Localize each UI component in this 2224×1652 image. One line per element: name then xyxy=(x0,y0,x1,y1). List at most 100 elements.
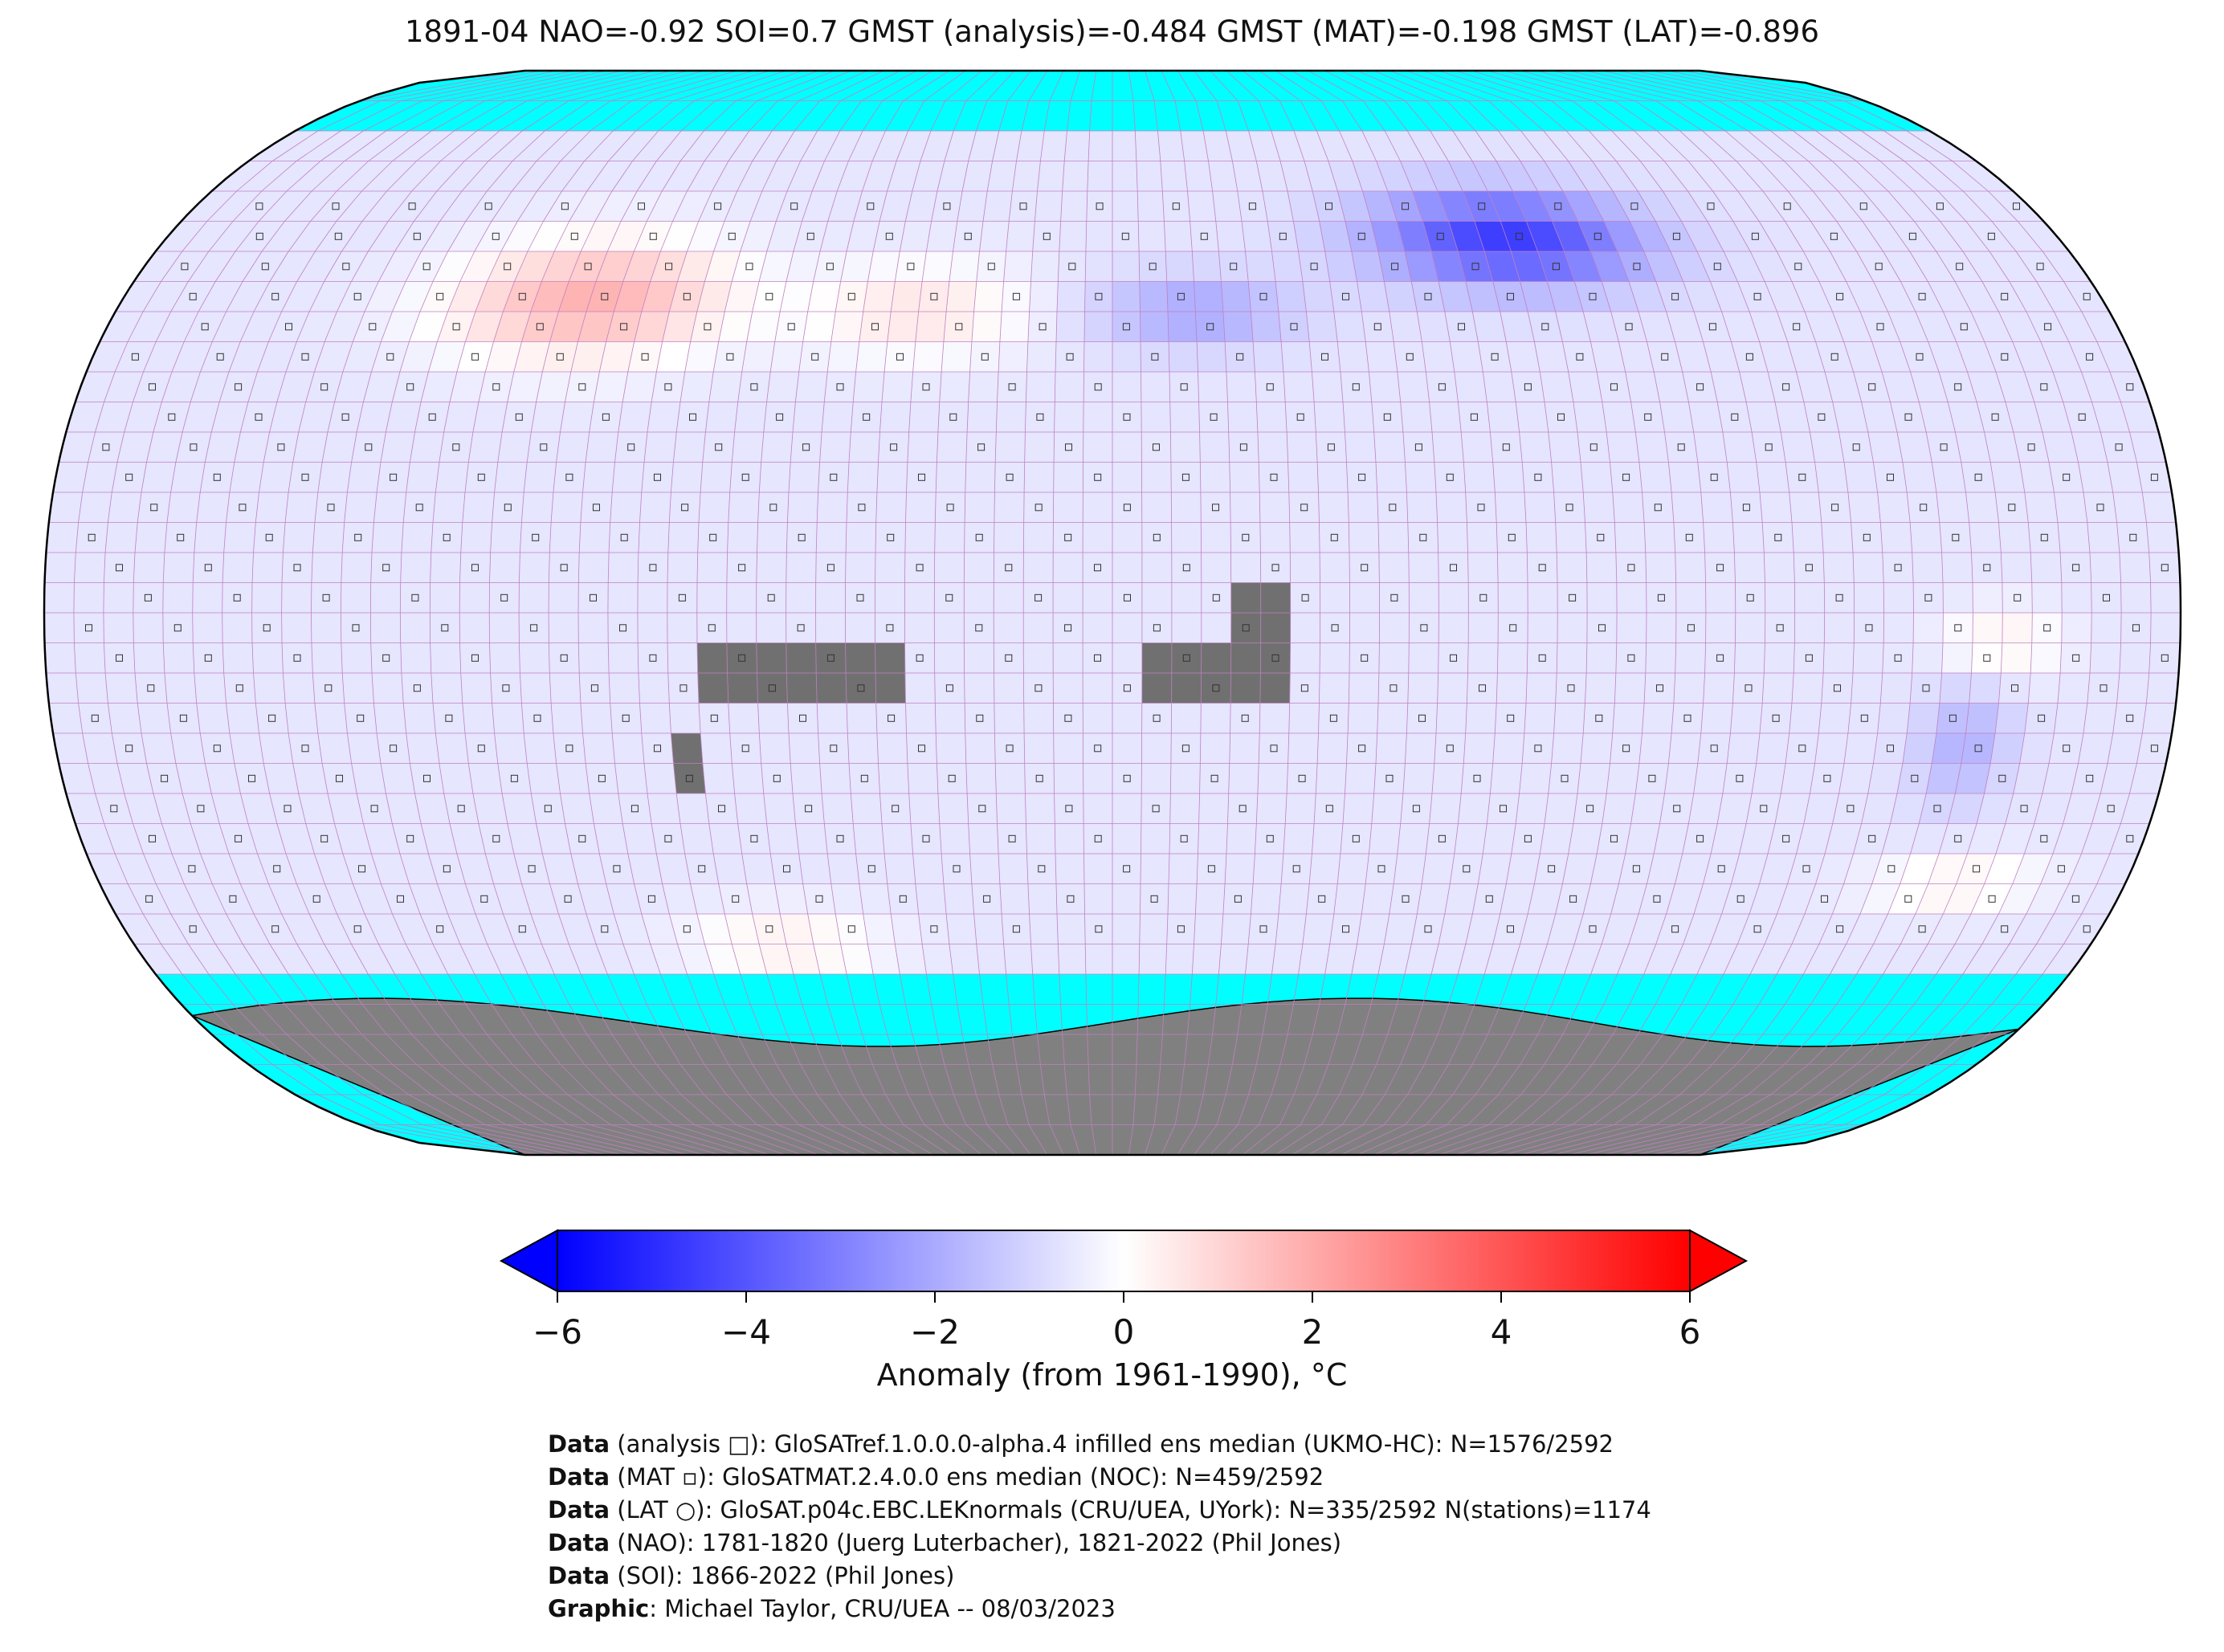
anomaly-cell xyxy=(44,613,75,643)
anomaly-cell xyxy=(537,131,590,161)
analysis-square-marker xyxy=(773,774,781,782)
analysis-square-marker xyxy=(1182,654,1190,662)
anomaly-cell xyxy=(1259,522,1291,553)
anomaly-cell xyxy=(257,854,297,884)
anomaly-cell xyxy=(2024,823,2063,854)
anomaly-cell xyxy=(502,402,537,432)
anomaly-cell xyxy=(1135,131,1161,161)
anomaly-cell xyxy=(105,673,138,704)
anomaly-cell xyxy=(253,673,286,704)
anomaly-cell xyxy=(337,161,393,191)
anomaly-cell xyxy=(1705,582,1736,613)
anomaly-cell xyxy=(1553,492,1585,523)
anomaly-cell xyxy=(786,251,820,282)
analysis-square-marker xyxy=(983,895,991,903)
anomaly-cell xyxy=(578,553,610,583)
anomaly-cell xyxy=(1722,432,1757,463)
anomaly-cell xyxy=(795,372,828,402)
anomaly-cell xyxy=(1053,582,1083,613)
anomaly-cell xyxy=(672,191,712,222)
anomaly-cell xyxy=(1281,854,1312,884)
anomaly-cell xyxy=(1984,341,2025,372)
analysis-square-marker xyxy=(188,865,196,873)
anomaly-cell xyxy=(1023,642,1054,673)
anomaly-cell xyxy=(704,131,749,161)
anomaly-cell xyxy=(1777,883,1816,914)
anomaly-cell xyxy=(1394,854,1426,884)
analysis-square-marker xyxy=(945,684,953,692)
anomaly-cell xyxy=(489,642,520,673)
anomaly-cell xyxy=(1555,883,1591,914)
anomaly-cell xyxy=(795,823,828,854)
anomaly-cell xyxy=(542,854,578,884)
anomaly-cell xyxy=(677,944,714,974)
anomaly-cell xyxy=(2049,733,2083,764)
anomaly-cell xyxy=(1023,613,1054,643)
anomaly-cell xyxy=(662,883,697,914)
anomaly-cell xyxy=(1025,793,1055,824)
anomaly-cell xyxy=(2119,642,2151,673)
anomaly-cell xyxy=(1900,281,1944,312)
anomaly-cell xyxy=(702,763,735,793)
anomaly-cell xyxy=(1228,432,1259,463)
anomaly-cell xyxy=(255,703,289,733)
analysis-square-marker xyxy=(1241,714,1249,722)
anomaly-cell xyxy=(677,251,714,282)
anomaly-cell xyxy=(447,914,488,944)
anomaly-cell xyxy=(1170,432,1201,463)
anomaly-cell xyxy=(161,251,209,282)
anomaly-cell xyxy=(292,763,328,793)
anomaly-cell xyxy=(1765,914,1805,944)
anomaly-cell xyxy=(1166,281,1196,312)
anomaly-cell xyxy=(820,221,854,251)
anomaly-cell xyxy=(756,613,786,643)
anomaly-cell xyxy=(492,703,524,733)
anomaly-cell xyxy=(1228,763,1259,793)
anomaly-cell xyxy=(1405,944,1439,974)
anomaly-cell xyxy=(353,883,393,914)
anomaly-cell xyxy=(1467,553,1499,583)
anomaly-cell xyxy=(1141,402,1171,432)
anomaly-cell xyxy=(1055,823,1084,854)
anomaly-cell xyxy=(88,763,124,793)
anomaly-cell xyxy=(634,883,670,914)
anomaly-cell xyxy=(1642,492,1674,523)
anomaly-cell xyxy=(2142,703,2177,733)
anomaly-cell xyxy=(1863,221,1910,251)
anomaly-cell xyxy=(2026,883,2069,914)
anomaly-cell xyxy=(1712,191,1760,222)
anomaly-cell xyxy=(983,191,1013,222)
anomaly-cell xyxy=(581,221,622,251)
anomaly-cell xyxy=(1562,854,1598,884)
anomaly-cell xyxy=(1373,432,1406,463)
anomaly-cell xyxy=(1496,673,1528,704)
anomaly-cell xyxy=(414,402,450,432)
anomaly-cell xyxy=(236,161,297,191)
anomaly-cell xyxy=(1351,944,1385,974)
analysis-square-marker xyxy=(590,684,598,692)
analysis-square-marker xyxy=(492,834,500,842)
anomaly-cell xyxy=(965,703,995,733)
anomaly-cell xyxy=(1083,492,1112,523)
anomaly-cell xyxy=(222,642,254,673)
anomaly-cell xyxy=(305,372,343,402)
anomaly-cell xyxy=(386,402,422,432)
anomaly-cell xyxy=(1590,854,1626,884)
anomaly-cell xyxy=(1165,944,1194,974)
anomaly-cell xyxy=(75,673,108,704)
anomaly-cell xyxy=(1058,251,1086,282)
anomaly-cell xyxy=(882,823,913,854)
anomaly-cell xyxy=(1112,251,1140,282)
anomaly-cell xyxy=(578,642,610,673)
anomaly-cell xyxy=(381,883,420,914)
anomaly-cell xyxy=(1988,191,2044,222)
anomaly-cell xyxy=(1952,161,2014,191)
anomaly-cell xyxy=(556,432,590,463)
analysis-square-marker xyxy=(1772,714,1780,722)
analysis-square-marker xyxy=(1485,895,1493,903)
anomaly-cell xyxy=(1306,312,1338,342)
anomaly-cell xyxy=(2120,793,2159,824)
anomaly-cell xyxy=(1528,582,1558,613)
anomaly-cell xyxy=(934,522,965,553)
anomaly-cell xyxy=(133,251,182,282)
